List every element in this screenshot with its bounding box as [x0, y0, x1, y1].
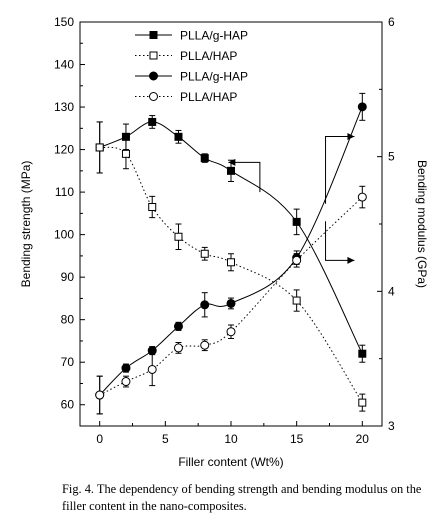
y-right-tick-label: 6 — [388, 15, 395, 29]
y-right-tick-label: 4 — [388, 284, 395, 298]
x-tick-label: 5 — [162, 432, 169, 446]
right-axis-indicator-arrowhead — [347, 132, 355, 140]
data-point-series-2 — [292, 296, 301, 305]
y-axis-label-left: Bending strength (MPa) — [19, 161, 33, 288]
data-point-series-3 — [357, 102, 367, 112]
data-point-series-1 — [227, 166, 235, 175]
series-line-4 — [99, 196, 363, 396]
data-point-series-2 — [358, 398, 367, 407]
y-left-tick-label: 100 — [54, 228, 74, 242]
data-point-series-3 — [200, 300, 210, 310]
data-point-series-4 — [121, 377, 131, 387]
data-point-series-4 — [147, 364, 157, 374]
right-axis-indicator-arrow-lower — [325, 221, 355, 261]
data-point-series-4 — [200, 340, 210, 350]
data-point-series-1 — [148, 117, 157, 126]
data-point-series-1 — [174, 132, 183, 141]
legend-label-1: PLLA/g-HAP — [180, 29, 248, 43]
data-point-series-1 — [358, 349, 367, 358]
y-left-tick-label: 80 — [61, 313, 75, 327]
left-axis-indicator-arrowhead — [228, 158, 236, 166]
figure-caption: Fig. 4. The dependency of bending streng… — [62, 482, 422, 513]
right-axis-indicator-arrowhead-lower — [347, 256, 355, 264]
data-point-series-4 — [173, 343, 183, 353]
right-axis-indicator-arrow — [325, 135, 355, 204]
legend-label-2: PLLA/HAP — [180, 49, 237, 63]
x-tick-label: 20 — [356, 432, 370, 446]
y-left-tick-label: 110 — [55, 185, 74, 199]
legend-marker-3 — [149, 71, 158, 81]
data-point-series-2 — [121, 149, 130, 158]
y-left-tick-label: 140 — [54, 58, 74, 72]
data-point-series-1 — [200, 154, 209, 163]
y-left-tick-label: 90 — [61, 270, 75, 284]
x-tick-label: 15 — [290, 432, 304, 446]
y-left-tick-label: 70 — [61, 355, 75, 369]
legend-marker-2 — [149, 51, 158, 60]
data-point-series-2 — [148, 202, 157, 211]
series-line-1 — [99, 121, 363, 354]
data-point-series-2 — [95, 143, 104, 152]
y-axis-label-right: Bending modulus (GPa) — [415, 160, 429, 288]
y-left-tick-label: 120 — [54, 143, 74, 157]
y-left-tick-label: 60 — [61, 398, 75, 412]
y-right-tick-label: 5 — [388, 150, 395, 164]
x-tick-label: 10 — [224, 432, 238, 446]
series-line-3 — [99, 106, 363, 396]
legend-label-4: PLLA/HAP — [180, 90, 237, 104]
data-point-series-2 — [227, 258, 235, 267]
data-point-series-2 — [200, 249, 209, 258]
x-tick-label: 0 — [96, 432, 103, 446]
data-point-series-2 — [174, 232, 183, 241]
y-right-tick-label: 3 — [388, 419, 395, 433]
data-point-series-4 — [226, 327, 236, 337]
legend-marker-4 — [149, 92, 158, 101]
data-point-series-3 — [226, 298, 236, 308]
data-point-series-3 — [121, 363, 131, 373]
legend-marker-1 — [149, 31, 158, 39]
x-axis-label: Filler content (Wt%) — [178, 455, 283, 469]
data-point-series-4 — [357, 192, 367, 202]
data-point-series-4 — [292, 255, 302, 265]
data-point-series-3 — [173, 321, 183, 331]
y-left-tick-label: 150 — [54, 15, 74, 29]
data-point-series-4 — [95, 390, 105, 400]
y-left-tick-label: 130 — [54, 100, 74, 114]
series-line-2 — [99, 146, 363, 403]
left-axis-indicator-arrow — [228, 161, 261, 193]
legend-label-3: PLLA/g-HAP — [180, 70, 248, 84]
data-point-series-1 — [292, 217, 301, 226]
